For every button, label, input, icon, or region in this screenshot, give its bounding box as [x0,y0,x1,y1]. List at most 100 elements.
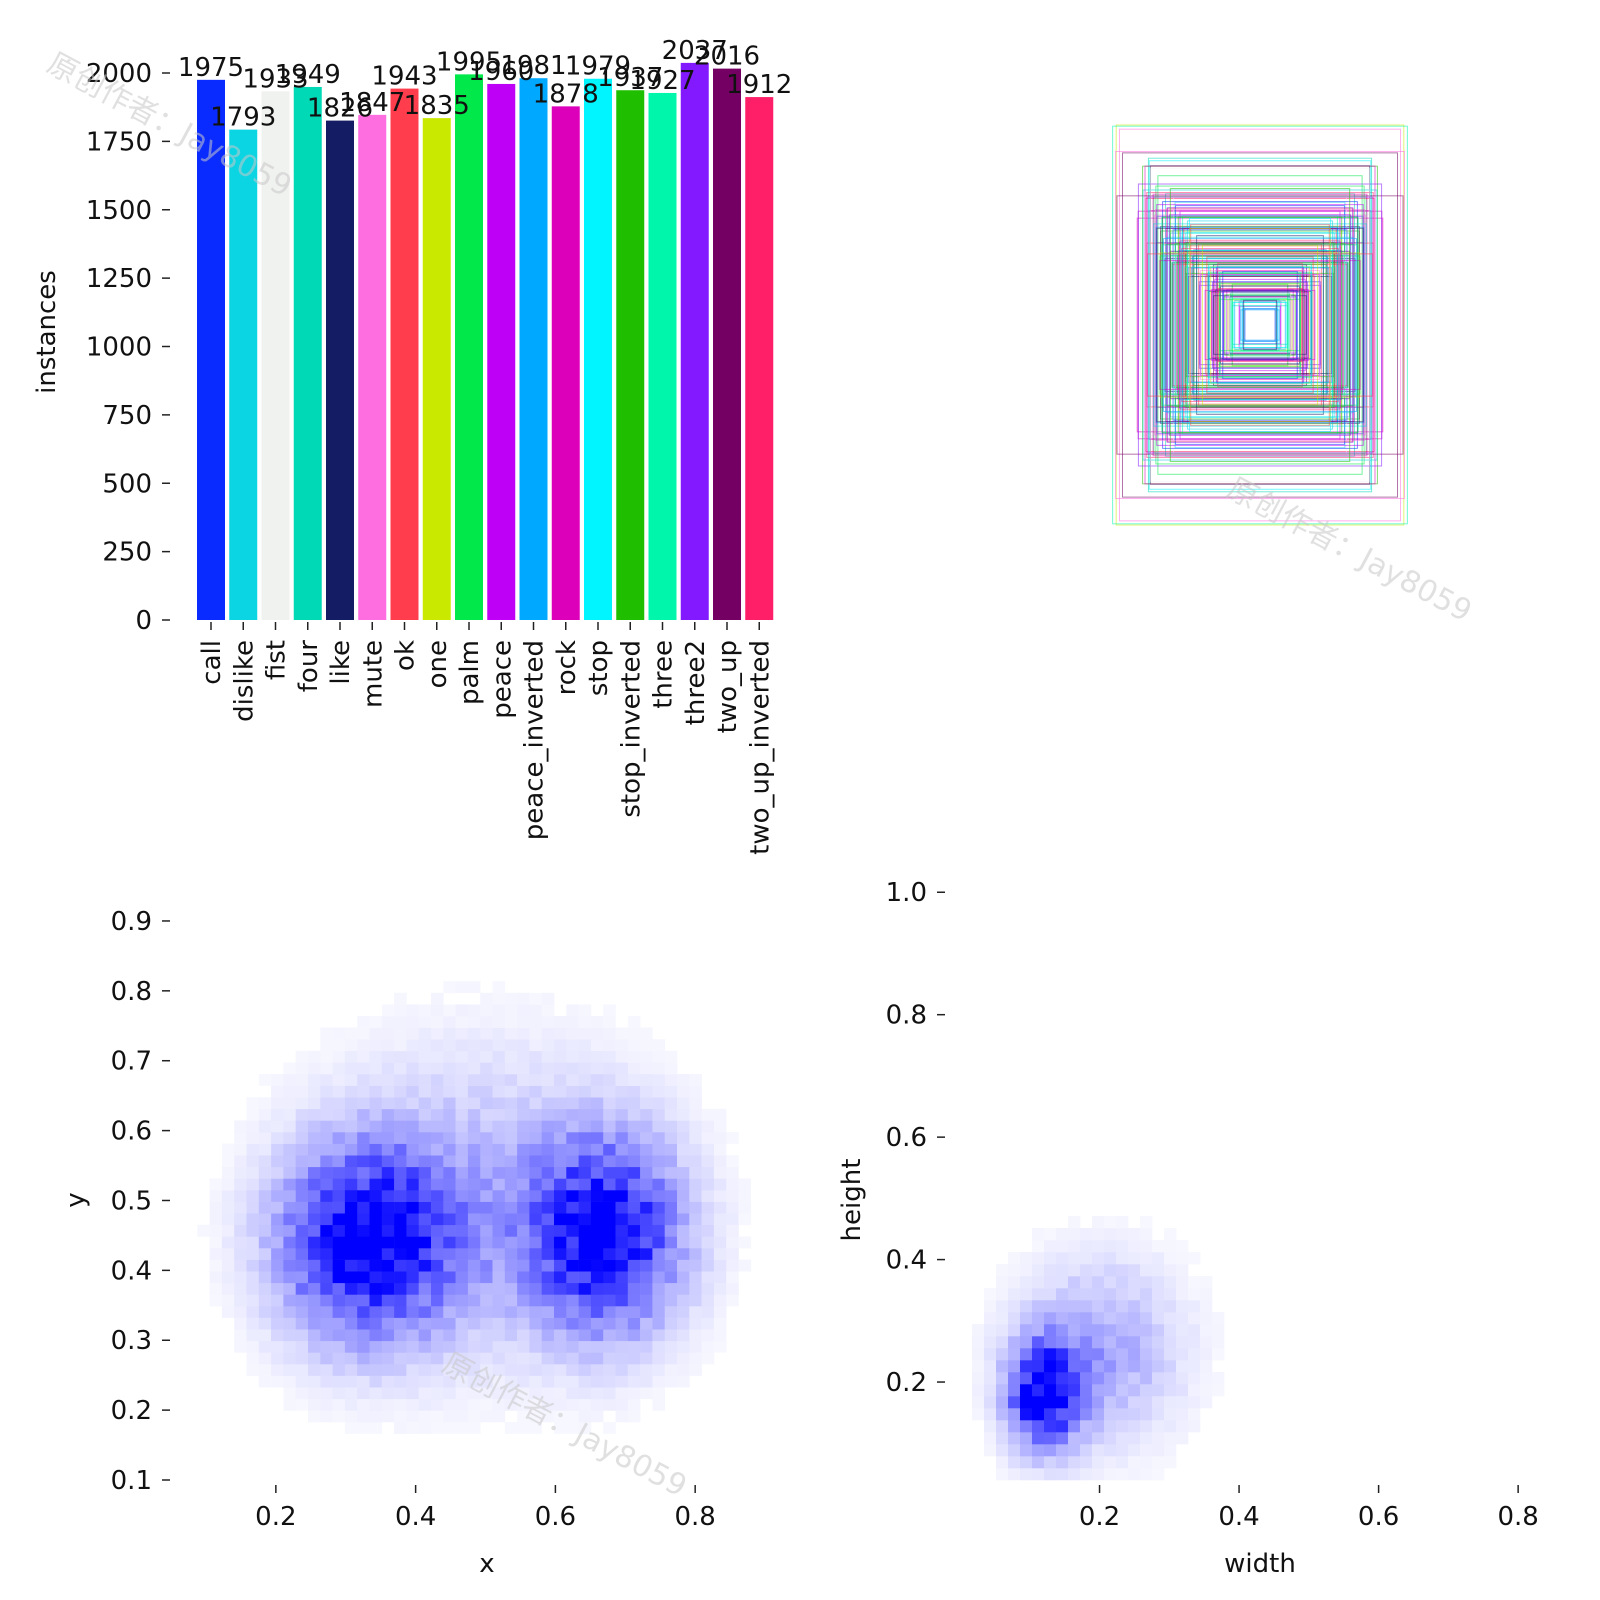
heatmap-cell [603,1062,616,1075]
heatmap-cell [504,1317,518,1330]
class-instances-bar-chart: instances 025050075010001250150017502000… [32,36,792,855]
heatmap-cell [455,1108,469,1121]
heatmap-cell [1164,1336,1177,1349]
heatmap-cell [640,1062,653,1075]
heatmap-cell [713,1340,727,1353]
heatmap-cell [381,1004,395,1017]
heatmap-cell [320,1143,333,1156]
heatmap-cell [578,1271,592,1284]
heatmap-cell [640,1155,653,1168]
heatmap-cell [357,1282,370,1295]
heatmap-cell [234,1271,247,1284]
heatmap-cell [344,1143,358,1156]
heatmap-cell [221,1201,235,1214]
heatmap-cell [357,1375,370,1388]
heatmap-cell [517,1364,530,1376]
heatmap-cell [381,1224,395,1237]
heatmap-cell [480,1398,493,1411]
heatmap-cell [283,1108,296,1121]
heatmap-cell [467,1155,481,1168]
heatmap-cell [627,1259,641,1272]
heatmap-cell [246,1213,260,1226]
heatmap-cell [677,1271,690,1284]
heatmap-cell [664,1340,678,1353]
heatmap-cell [381,1364,395,1376]
heatmap-cell [492,1317,506,1330]
heatmap-cell [394,1387,407,1400]
heatmap-cell [332,1248,346,1260]
heatmap-cell [467,1236,481,1249]
heatmap-cell [652,1039,665,1052]
heatmap-cell [431,1236,444,1249]
heatmap-cell [467,1050,481,1063]
heatmap-cell [394,1178,407,1191]
heatmap-cell [283,1178,296,1191]
heatmap-cell [467,1364,481,1376]
heatmap-cell [344,1201,358,1214]
heatmap-cell [1128,1372,1141,1385]
heatmap-cell [221,1306,235,1318]
heatmap-cell [677,1375,690,1388]
heatmap-cell [480,1178,493,1191]
heatmap-cell [713,1178,727,1191]
heatmap-cell [492,1329,506,1342]
heatmap-cell [603,1306,616,1318]
heatmap-cell [443,1074,456,1086]
heatmap-cell [406,1016,419,1028]
heatmap-cell [726,1248,739,1260]
heatmap-cell [344,1050,358,1063]
heatmap-cell [578,1340,592,1353]
bar-category-rock: rock [552,640,582,695]
heatmap-cell [517,1398,530,1411]
bounding-box [1190,223,1330,427]
heatmap-cell [713,1259,727,1272]
heatmap-cell [517,1306,530,1318]
bar-call [197,79,225,620]
heatmap-cell [652,1271,665,1284]
heatmap-cell [1188,1312,1201,1325]
heatmap-cell [320,1236,333,1249]
heatmap-cell [652,1190,665,1202]
heatmap-cell [664,1282,678,1295]
heatmap-cell [566,1097,579,1110]
heatmap-cell [308,1108,321,1121]
heatmap-cell [590,1097,604,1110]
heatmap-cell [554,1166,567,1179]
heatmap-cell [467,1027,481,1040]
heatmap-cell [467,1062,481,1075]
heatmap-cell [1092,1264,1105,1277]
heatmap-cell [369,1352,383,1365]
heatmap-cell [1116,1288,1129,1301]
heatmap-cell [357,1132,370,1144]
heatmap-cell [590,1317,604,1330]
heatmap-cell [480,1201,493,1214]
heatmap-cell [258,1120,272,1133]
heatmap-cell [504,1108,518,1121]
heatmap-cell [283,1236,296,1249]
heatmap-cell [308,1271,321,1284]
heatmap-cell [517,1236,530,1249]
heatmap-cell [627,1132,641,1144]
heatmap-cell [713,1120,727,1133]
heatmap-cell [640,1236,653,1249]
heatmap-cell [295,1236,309,1249]
heatmap-cell [1164,1396,1177,1409]
heatmap-cell [529,1201,542,1214]
bar-like [326,120,354,621]
heatmap-cell [381,1132,395,1144]
heatmap-cell [627,1282,641,1295]
heatmap-cell [295,1375,309,1388]
heatmap-cell [295,1259,309,1272]
heatmap-cell [406,1120,419,1133]
heatmap-cell [590,1143,604,1156]
heatmap-cell [1032,1360,1045,1373]
heatmap-cell [381,1097,395,1110]
heatmap-cell [1140,1396,1153,1409]
heatmap-cell [344,1422,358,1434]
heatmap-cell [1080,1360,1093,1373]
bounding-box [1181,248,1339,402]
heatmap-cell [492,1074,506,1086]
heatmap-cell [344,1375,358,1388]
heatmap-cell [1152,1372,1165,1385]
heatmap-cell [677,1364,690,1376]
